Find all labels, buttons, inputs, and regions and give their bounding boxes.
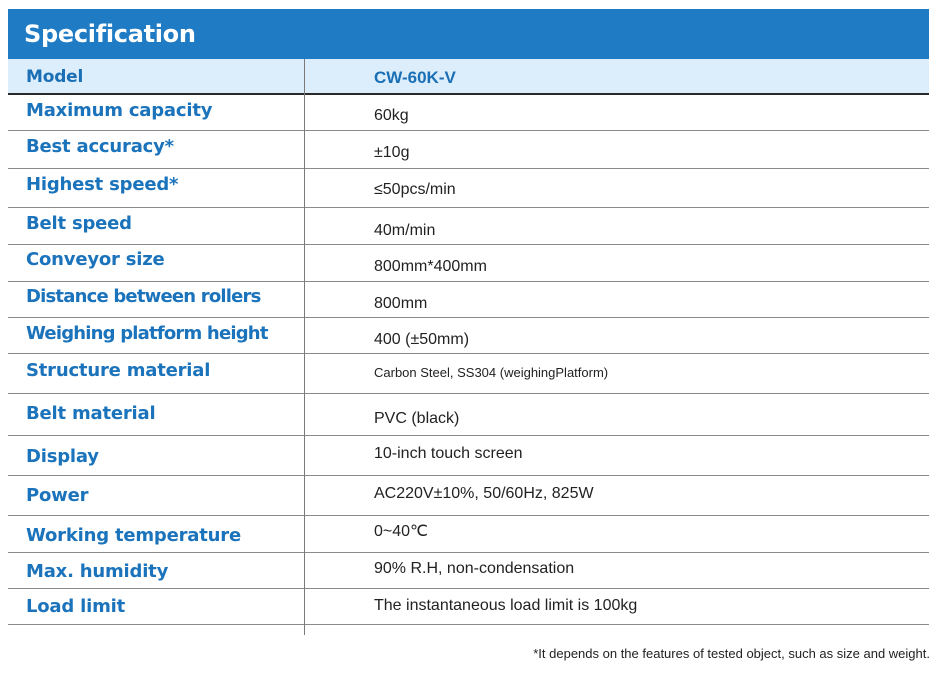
row-value: AC220V±10%, 50/60Hz, 825W	[374, 485, 594, 502]
row-value: ±10g	[374, 144, 410, 161]
row-label: Model	[26, 67, 84, 87]
footnote: *It depends on the features of tested ob…	[533, 646, 930, 661]
row-label: Display	[26, 446, 99, 467]
spec-header: Specification	[8, 9, 929, 59]
row-label: Distance between rollers	[26, 286, 261, 307]
row-value: PVC (black)	[374, 410, 460, 427]
row-value: 90% R.H, non-condensation	[374, 560, 575, 577]
row-value: 800mm*400mm	[374, 258, 487, 275]
row-value: 10-inch touch screen	[374, 445, 523, 462]
table-row: Conveyor size 800mm*400mm	[8, 245, 929, 282]
row-label: Conveyor size	[26, 249, 165, 270]
table-row-model: Model CW-60K-V	[8, 59, 929, 95]
row-label: Max. humidity	[26, 561, 169, 582]
row-label: Structure material	[26, 360, 211, 381]
table-row: Power AC220V±10%, 50/60Hz, 825W	[8, 476, 929, 516]
page-title: Specification	[24, 20, 196, 48]
table-row: Working temperature 0~40℃	[8, 516, 929, 553]
row-label: Power	[26, 485, 89, 506]
table-row: Max. humidity 90% R.H, non-condensation	[8, 553, 929, 589]
row-label: Working temperature	[26, 525, 241, 546]
row-value: 400 (±50mm)	[374, 331, 470, 348]
row-value: CW-60K-V	[374, 68, 456, 87]
row-value: 60kg	[374, 107, 409, 124]
row-label: Belt speed	[26, 213, 132, 234]
table-row: Best accuracy* ±10g	[8, 131, 929, 169]
row-value: ≤50pcs/min	[374, 181, 456, 198]
table-row: Maximum capacity 60kg	[8, 95, 929, 131]
row-label: Highest speed*	[26, 174, 179, 195]
spec-table: Model CW-60K-V Maximum capacity 60kg Bes…	[8, 59, 929, 625]
row-value: 40m/min	[374, 222, 436, 239]
table-row: Distance between rollers 800mm	[8, 282, 929, 318]
row-label: Belt material	[26, 403, 156, 424]
row-label: Best accuracy*	[26, 136, 174, 157]
table-row: Belt material PVC (black)	[8, 394, 929, 436]
row-label: Load limit	[26, 596, 126, 617]
table-row: Load limit The instantaneous load limit …	[8, 589, 929, 625]
table-row: Weighing platform height 400 (±50mm)	[8, 318, 929, 354]
column-divider	[304, 59, 305, 635]
row-value: 0~40℃	[374, 523, 429, 540]
row-label: Maximum capacity	[26, 100, 213, 121]
table-row: Highest speed* ≤50pcs/min	[8, 169, 929, 208]
row-value: 800mm	[374, 295, 428, 312]
row-label: Weighing platform height	[26, 323, 268, 344]
table-row: Structure material Carbon Steel, SS304 (…	[8, 354, 929, 394]
table-row: Display 10-inch touch screen	[8, 436, 929, 476]
row-value: The instantaneous load limit is 100kg	[374, 597, 638, 614]
row-value: Carbon Steel, SS304 (weighingPlatform)	[374, 365, 609, 380]
table-row: Belt speed 40m/min	[8, 208, 929, 245]
